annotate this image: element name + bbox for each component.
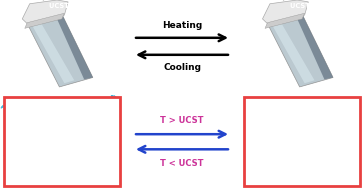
Polygon shape (81, 156, 103, 176)
Polygon shape (272, 23, 314, 83)
Text: Cooling: Cooling (163, 63, 201, 72)
FancyBboxPatch shape (4, 97, 120, 186)
Text: T < UCST: T < UCST (160, 159, 204, 168)
Polygon shape (25, 13, 64, 28)
Text: UCST ABA: UCST ABA (50, 3, 87, 9)
Polygon shape (296, 14, 333, 79)
FancyBboxPatch shape (244, 97, 360, 186)
Polygon shape (265, 13, 305, 28)
Polygon shape (74, 105, 105, 122)
Text: 8 °C: 8 °C (9, 83, 25, 89)
Polygon shape (32, 23, 74, 83)
Polygon shape (262, 0, 308, 24)
Polygon shape (20, 108, 45, 125)
Polygon shape (268, 14, 333, 87)
Text: UCST ABA: UCST ABA (290, 3, 327, 9)
Polygon shape (49, 133, 75, 153)
Polygon shape (27, 14, 93, 87)
Text: 80 °C: 80 °C (249, 83, 270, 89)
Polygon shape (22, 0, 68, 24)
Text: Heating: Heating (162, 21, 202, 30)
Polygon shape (15, 157, 37, 173)
Polygon shape (56, 14, 93, 79)
Text: T > UCST: T > UCST (160, 115, 204, 125)
